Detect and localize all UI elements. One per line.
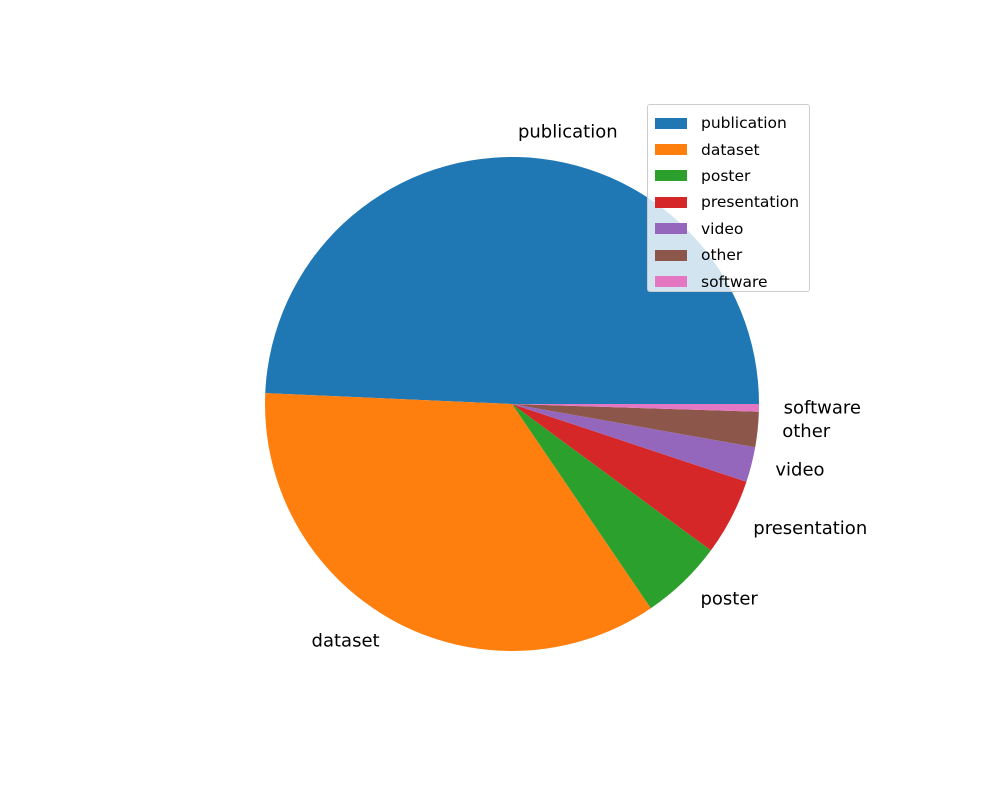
legend-item-other: other xyxy=(655,242,809,268)
legend-label: poster xyxy=(701,166,751,185)
slice-label-software: software xyxy=(784,397,861,418)
legend-swatch xyxy=(655,117,687,129)
legend-swatch xyxy=(655,276,687,288)
legend: publication dataset poster presentation vide… xyxy=(647,104,810,292)
legend-swatch xyxy=(655,170,687,182)
legend-label: other xyxy=(701,246,743,265)
legend-label: publication xyxy=(701,114,787,133)
legend-label: dataset xyxy=(701,140,760,159)
legend-label: software xyxy=(701,272,768,291)
legend-label: video xyxy=(701,219,744,238)
legend-item-software: software xyxy=(655,268,809,294)
pie-slice-other xyxy=(512,404,759,448)
slice-label-presentation: presentation xyxy=(753,518,867,539)
legend-item-presentation: presentation xyxy=(655,189,809,215)
pie-slice-publication xyxy=(265,156,759,404)
legend-swatch xyxy=(655,144,687,156)
legend-swatch xyxy=(655,223,687,235)
legend-item-poster: poster xyxy=(655,163,809,189)
pie-slice-video xyxy=(512,404,756,482)
pie-slice-poster xyxy=(512,404,711,609)
slice-label-publication: publication xyxy=(518,121,618,142)
slice-label-other: other xyxy=(782,421,831,442)
slice-label-video: video xyxy=(775,460,824,481)
legend-item-video: video xyxy=(655,216,809,242)
legend-swatch xyxy=(655,249,687,261)
slice-label-dataset: dataset xyxy=(312,630,380,651)
slice-label-poster: poster xyxy=(700,589,758,610)
pie-slice-software xyxy=(512,404,759,412)
pie-slice-labels: publication dataset poster presentation vide… xyxy=(312,121,868,651)
pie-slice-presentation xyxy=(512,404,747,551)
pie-slices xyxy=(265,156,759,651)
legend-swatch xyxy=(655,196,687,208)
pie-slice-dataset xyxy=(265,393,651,651)
legend-item-dataset: dataset xyxy=(655,136,809,162)
legend-item-publication: publication xyxy=(655,110,809,136)
legend-label: presentation xyxy=(701,193,800,212)
